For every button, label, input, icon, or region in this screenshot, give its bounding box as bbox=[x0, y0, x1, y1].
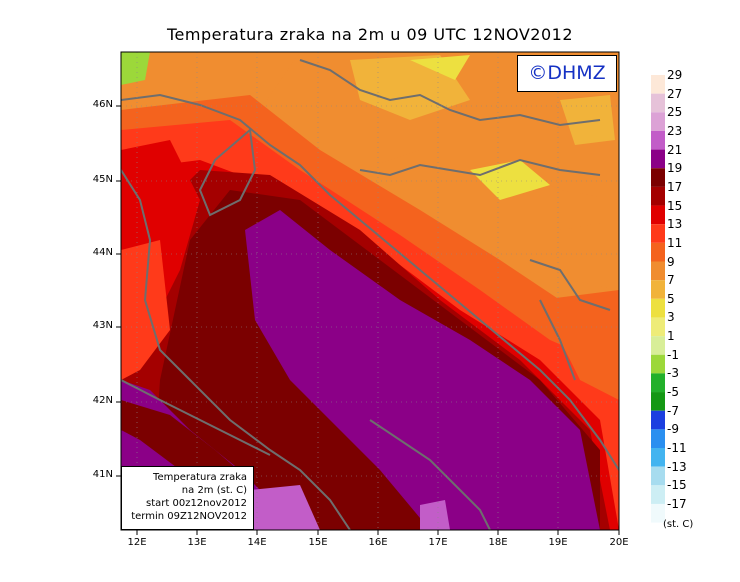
colorbar-label: 23 bbox=[667, 123, 683, 138]
colorbar-swatch bbox=[651, 336, 665, 355]
colorbar-swatch bbox=[651, 466, 665, 486]
colorbar-label: -13 bbox=[667, 459, 687, 474]
colorbar-swatch bbox=[651, 112, 665, 131]
colorbar-label: -11 bbox=[667, 441, 687, 455]
colorbar-swatch bbox=[651, 298, 665, 318]
lon-label: 17E bbox=[428, 537, 448, 548]
lat-label: 46N bbox=[92, 99, 113, 110]
colorbar-label: 15 bbox=[667, 198, 683, 213]
colorbar-swatch bbox=[651, 317, 665, 337]
lon-label: 18E bbox=[488, 537, 508, 548]
colorbar-label: -7 bbox=[667, 403, 679, 418]
colorbar-label: -15 bbox=[667, 478, 687, 493]
lat-label: 45N bbox=[92, 174, 113, 185]
colorbar-label: 25 bbox=[667, 105, 683, 120]
colorbar-label: -5 bbox=[667, 385, 679, 400]
info-line: na 2m (st. C) bbox=[181, 485, 247, 496]
lat-label: 41N bbox=[92, 469, 113, 480]
colorbar-label: 9 bbox=[667, 254, 675, 269]
map-title: Temperatura zraka na 2m u 09 UTC 12NOV20… bbox=[166, 25, 574, 44]
colorbar-label: 17 bbox=[667, 179, 683, 194]
lon-label: 16E bbox=[368, 537, 388, 548]
colorbar-label: 27 bbox=[667, 86, 683, 101]
colorbar-swatch bbox=[651, 149, 665, 169]
colorbar-label: 13 bbox=[667, 217, 683, 232]
colorbar-swatch bbox=[651, 280, 665, 299]
info-line: termin 09Z12NOV2012 bbox=[131, 511, 247, 522]
colorbar-label: 5 bbox=[667, 291, 675, 306]
colorbar-swatch bbox=[651, 503, 665, 523]
colorbar-swatch bbox=[651, 224, 665, 243]
colorbar-swatch bbox=[651, 392, 665, 411]
colorbar-label: -9 bbox=[667, 422, 679, 437]
colorbar-swatch bbox=[651, 168, 665, 187]
colorbar-swatch bbox=[651, 448, 665, 467]
colorbar-label: 3 bbox=[667, 310, 675, 325]
map-frame bbox=[120, 51, 620, 531]
colorbar bbox=[651, 75, 665, 523]
info-box: Temperatura zraka na 2m (st. C) start 00… bbox=[121, 466, 254, 530]
colorbar-label: 1 bbox=[667, 329, 675, 344]
dhmz-logo: ©DHMZ bbox=[517, 55, 617, 92]
colorbar-label: 19 bbox=[667, 161, 683, 176]
lon-label: 19E bbox=[548, 537, 568, 548]
colorbar-swatch bbox=[651, 130, 665, 150]
colorbar-swatch bbox=[651, 410, 665, 430]
colorbar-swatch bbox=[651, 354, 665, 374]
lon-label: 12E bbox=[127, 537, 147, 548]
lat-label: 42N bbox=[92, 395, 113, 406]
colorbar-units: (st. C) bbox=[663, 519, 694, 530]
info-line: Temperatura zraka bbox=[153, 472, 247, 483]
info-line: start 00z12nov2012 bbox=[146, 498, 247, 509]
colorbar-label: 29 bbox=[667, 68, 683, 82]
colorbar-swatch bbox=[651, 186, 665, 206]
colorbar-swatch bbox=[651, 429, 665, 448]
colorbar-label: 21 bbox=[667, 142, 683, 157]
colorbar-label: -17 bbox=[667, 496, 687, 511]
colorbar-swatch bbox=[651, 242, 665, 262]
lat-label: 44N bbox=[92, 247, 113, 258]
lon-label: 15E bbox=[308, 537, 328, 548]
colorbar-swatch bbox=[651, 373, 665, 393]
colorbar-label: -3 bbox=[667, 366, 679, 381]
lon-label: 13E bbox=[187, 537, 207, 548]
lon-label: 20E bbox=[609, 537, 629, 548]
colorbar-label: 7 bbox=[667, 273, 675, 288]
colorbar-swatch bbox=[651, 75, 665, 94]
colorbar-label: -1 bbox=[667, 347, 679, 362]
colorbar-label: 11 bbox=[667, 235, 683, 250]
temperature-field bbox=[121, 52, 619, 530]
colorbar-swatch bbox=[651, 93, 665, 113]
colorbar-swatch bbox=[651, 485, 665, 504]
colorbar-swatch bbox=[651, 205, 665, 225]
lat-label: 43N bbox=[92, 320, 113, 331]
colorbar-swatch bbox=[651, 261, 665, 281]
lon-label: 14E bbox=[247, 537, 267, 548]
